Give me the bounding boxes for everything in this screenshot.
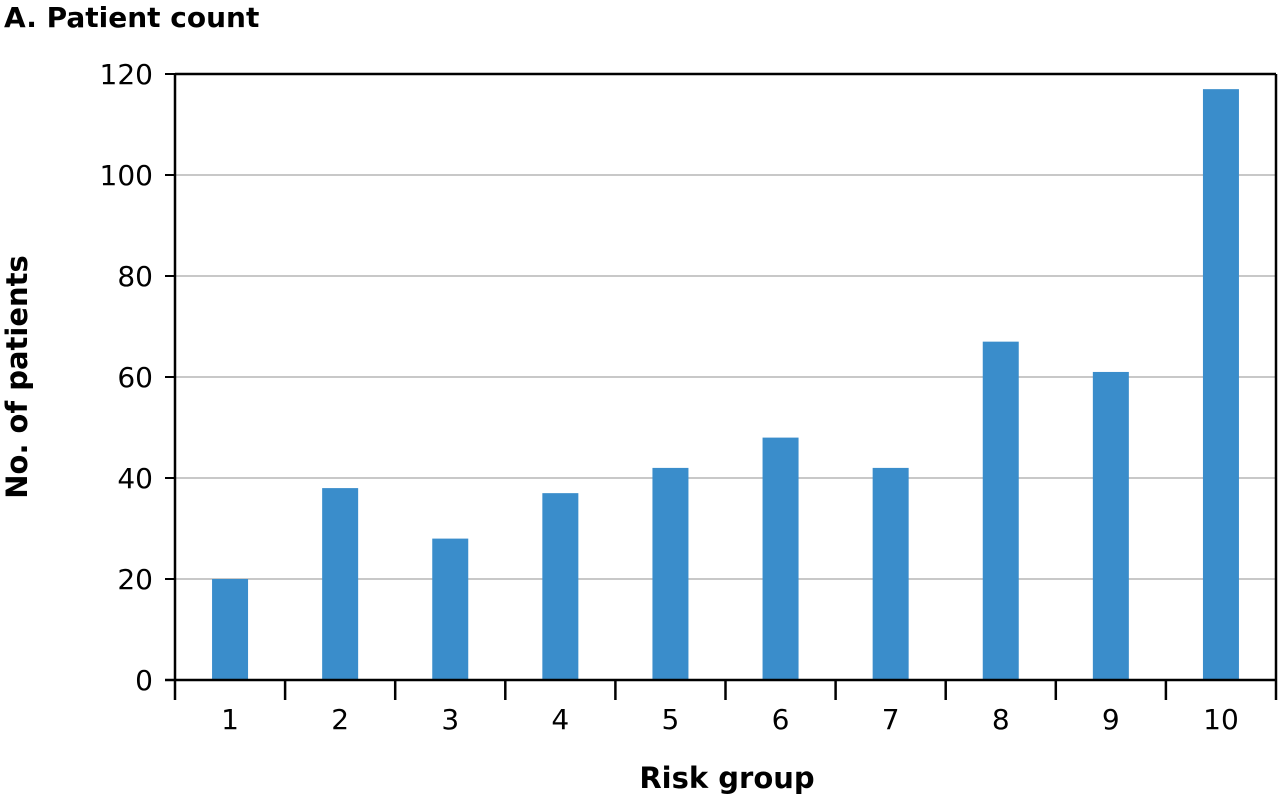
x-axis-label: Risk group	[639, 761, 814, 795]
bar-2	[322, 488, 359, 680]
y-tick-label: 20	[117, 563, 153, 596]
y-tick-label: 60	[117, 361, 153, 394]
x-tick-label: 1	[221, 703, 239, 736]
x-tick-label: 8	[992, 703, 1010, 736]
bar-9	[1092, 371, 1129, 680]
y-tick-label: 100	[100, 159, 153, 192]
y-tick-label: 40	[117, 462, 153, 495]
bar-4	[542, 493, 579, 680]
axes	[165, 72, 1278, 700]
y-tick-label: 0	[135, 664, 153, 697]
bars	[212, 89, 1239, 680]
x-tick-label: 7	[882, 703, 900, 736]
x-tick-labels: 1 2 3 4 5 6 7 8 9 10	[221, 703, 1239, 736]
bar-3	[432, 538, 469, 680]
y-axis-label: No. of patients	[0, 255, 34, 499]
bar-8	[982, 341, 1019, 680]
bar-7	[872, 467, 909, 680]
x-tick-label: 3	[441, 703, 459, 736]
chart-title: A. Patient count	[4, 1, 259, 34]
y-tick-labels: 0 20 40 60 80 100 120	[100, 58, 153, 697]
x-tick-label: 2	[331, 703, 349, 736]
y-tick-label: 80	[117, 260, 153, 293]
bar-6	[762, 437, 799, 680]
x-tick-label: 9	[1102, 703, 1120, 736]
bar-10	[1202, 89, 1239, 680]
x-tick-label: 6	[772, 703, 790, 736]
y-tick-label: 120	[100, 58, 153, 91]
bar-1	[212, 579, 249, 680]
bar-5	[652, 467, 689, 680]
x-tick-label: 10	[1203, 703, 1239, 736]
x-tick-label: 4	[551, 703, 569, 736]
x-tick-label: 5	[662, 703, 680, 736]
